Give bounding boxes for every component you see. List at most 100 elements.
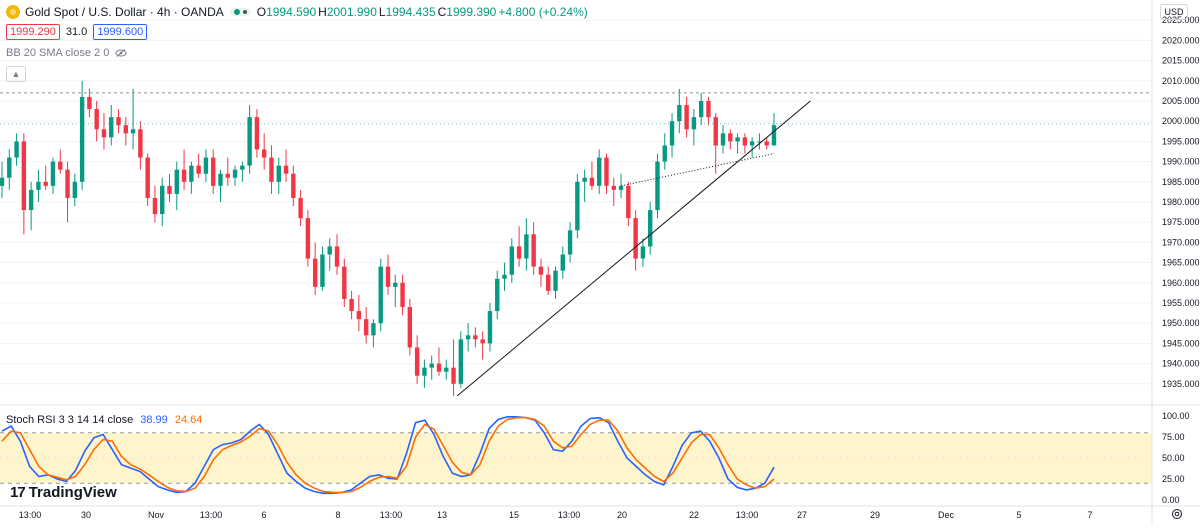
- candle: [356, 294, 362, 332]
- candle: [261, 133, 267, 170]
- candle-body: [203, 157, 209, 174]
- candle: [429, 355, 434, 380]
- price-tick-label: 1960.000: [1162, 278, 1200, 288]
- candle: [728, 129, 733, 150]
- tradingview-logo-icon: 17: [10, 484, 26, 501]
- candle: [160, 177, 165, 227]
- candle: [211, 149, 216, 194]
- dotted-trend-line[interactable]: [620, 153, 775, 187]
- candle-body: [728, 133, 733, 142]
- price-tick-label: 1975.000: [1162, 217, 1200, 227]
- candle-body: [436, 363, 442, 372]
- candle-body: [451, 367, 456, 384]
- candle-body: [254, 117, 260, 150]
- candle: [487, 303, 493, 352]
- candle: [43, 165, 48, 190]
- candle: [553, 266, 558, 299]
- candle: [575, 173, 580, 239]
- buy-price-button[interactable]: 1999.600: [93, 24, 148, 40]
- price-tick-label: 2010.000: [1162, 76, 1200, 86]
- candle-body: [684, 105, 689, 130]
- price-tick-label: 1970.000: [1162, 237, 1200, 247]
- time-tick-label: 6: [261, 510, 266, 520]
- price-tick-label: 2025.000: [1162, 15, 1200, 25]
- candle: [50, 157, 56, 194]
- price-tick-label: 1935.000: [1162, 379, 1200, 389]
- candle: [225, 157, 230, 186]
- candle-body: [65, 169, 70, 198]
- candle: [749, 137, 755, 158]
- candle-body: [546, 274, 551, 291]
- candle: [291, 165, 296, 207]
- candle-body: [87, 96, 92, 110]
- indicator-label[interactable]: BB 20 SMA close 2 0: [6, 47, 110, 59]
- currency-selector[interactable]: USD: [1160, 4, 1188, 20]
- candle-body: [553, 270, 558, 291]
- candle: [109, 105, 114, 146]
- stoch-label[interactable]: Stoch RSI 3 3 14 14 close: [6, 414, 134, 426]
- candle: [196, 153, 201, 178]
- collapse-legend-button[interactable]: ▲: [6, 66, 26, 82]
- stoch-tick-label: 50.00: [1162, 453, 1185, 463]
- chevron-up-icon: ▲: [11, 69, 21, 79]
- candle-body: [291, 173, 296, 198]
- candle: [495, 270, 500, 320]
- candle: [691, 109, 697, 146]
- candle: [735, 133, 740, 154]
- candle-body: [327, 246, 332, 255]
- stoch-axis[interactable]: 0.00 25.00 50.00 75.00 100.00: [1162, 411, 1190, 505]
- candle: [655, 153, 660, 219]
- candle-body: [677, 105, 682, 122]
- eye-off-icon[interactable]: [115, 49, 127, 57]
- time-tick-label: 20: [617, 510, 627, 520]
- candle-body: [698, 101, 704, 118]
- candle-body: [269, 157, 274, 182]
- price-axis[interactable]: 1935.000 1940.000 1945.000 1950.000 1955.000…: [1162, 15, 1200, 389]
- candle: [181, 149, 187, 190]
- candle: [677, 88, 682, 134]
- time-axis[interactable]: 13:00 30 Nov 13:00 6 8 13:00 13 15 13:00 20 22 13:00…: [0, 505, 1200, 520]
- candle: [589, 161, 595, 190]
- time-tick-label: 15: [509, 510, 519, 520]
- stoch-rsi-series: [1, 415, 775, 495]
- candle-body: [575, 181, 580, 231]
- candle: [640, 238, 646, 267]
- candle: [312, 242, 318, 295]
- candle: [378, 258, 383, 332]
- price-tick-label: 1965.000: [1162, 258, 1200, 268]
- gold-coin-icon: [6, 5, 20, 19]
- candle-body: [79, 96, 85, 182]
- trend-line[interactable]: [456, 100, 811, 397]
- candle: [742, 133, 748, 154]
- ohlc-open: O1994.590: [256, 5, 317, 19]
- time-tick-label: 13: [437, 510, 447, 520]
- price-tick-label: 1950.000: [1162, 318, 1200, 328]
- time-tick-label: Dec: [938, 510, 955, 520]
- candle-body: [742, 137, 748, 146]
- candle-body: [371, 323, 376, 336]
- candle: [94, 101, 99, 142]
- symbol-title[interactable]: Gold Spot / U.S. Dollar · 4h · OANDA: [25, 5, 224, 19]
- candle-body: [109, 117, 114, 138]
- candle: [764, 137, 769, 150]
- candle-body: [560, 254, 565, 271]
- stoch-d-value: 24.64: [174, 414, 203, 426]
- settings-icon[interactable]: [1171, 508, 1183, 520]
- candle: [152, 185, 158, 223]
- candle: [7, 149, 12, 190]
- candle: [407, 298, 413, 356]
- time-tick-label: 13:00: [736, 510, 759, 520]
- price-tick-label: 1940.000: [1162, 359, 1200, 369]
- candle-body: [567, 230, 573, 255]
- candle: [604, 153, 609, 194]
- market-status-icon[interactable]: [229, 8, 251, 16]
- candle: [451, 339, 456, 396]
- sell-price-button[interactable]: 1999.290: [6, 24, 60, 40]
- candle-body: [130, 129, 136, 134]
- stoch-d-line: [1, 416, 775, 494]
- candle: [36, 169, 41, 202]
- tradingview-logo[interactable]: 17 TradingView: [10, 484, 117, 501]
- candle: [647, 202, 653, 255]
